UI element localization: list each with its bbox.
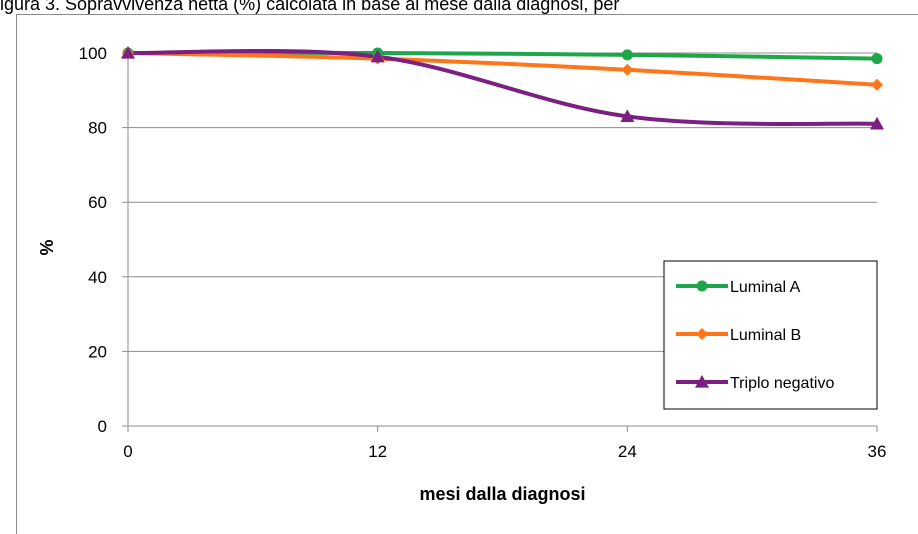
x-tick-label: 0 [123, 442, 132, 461]
data-point-luminal-b-36 [871, 78, 883, 91]
x-tick-label: 24 [618, 442, 637, 461]
legend-marker-triplo-negativo [695, 375, 709, 388]
data-point-luminal-a-36 [871, 53, 883, 65]
series-line-triplo-negativo [127, 48, 878, 126]
y-tick-label: 60 [88, 193, 107, 212]
x-axis-label: mesi dalla diagnosi [419, 484, 585, 504]
data-point-luminal-a-24 [621, 49, 633, 61]
legend-label-triplo-negativo: Triplo negativo [730, 375, 834, 392]
figure-caption: igura 3. Sopravvivenza netta (%) calcola… [0, 0, 620, 14]
legend-label-luminal-b: Luminal B [730, 327, 801, 344]
y-tick-label: 0 [98, 417, 107, 436]
x-tick-label: 12 [368, 442, 387, 461]
y-tick-label: 80 [88, 119, 107, 138]
data-point-triplo-negativo-0 [121, 46, 135, 59]
chart-svg: 0 20 40 60 80 100 0 12 24 36 % mesi dalla diagno… [37, 44, 887, 504]
legend-marker-luminal-b [696, 328, 708, 340]
data-point-luminal-b-24 [621, 63, 634, 76]
y-tick-label: 20 [88, 342, 107, 361]
data-point-triplo-negativo-24 [620, 109, 635, 123]
y-tick-label: 100 [79, 44, 107, 63]
x-tick-label: 36 [868, 442, 887, 461]
chart-frame [16, 14, 918, 534]
data-point-triplo-negativo-36 [870, 116, 884, 130]
y-tick-label: 40 [88, 268, 107, 287]
legend-marker-luminal-a [696, 280, 708, 292]
legend-label-luminal-a: Luminal A [730, 279, 801, 296]
data-point-triplo-negativo-12 [370, 49, 385, 63]
legend: Luminal A Luminal B Triplo negativo [663, 260, 878, 410]
y-axis-label: % [37, 239, 57, 255]
series-line-luminal-b [127, 51, 878, 87]
